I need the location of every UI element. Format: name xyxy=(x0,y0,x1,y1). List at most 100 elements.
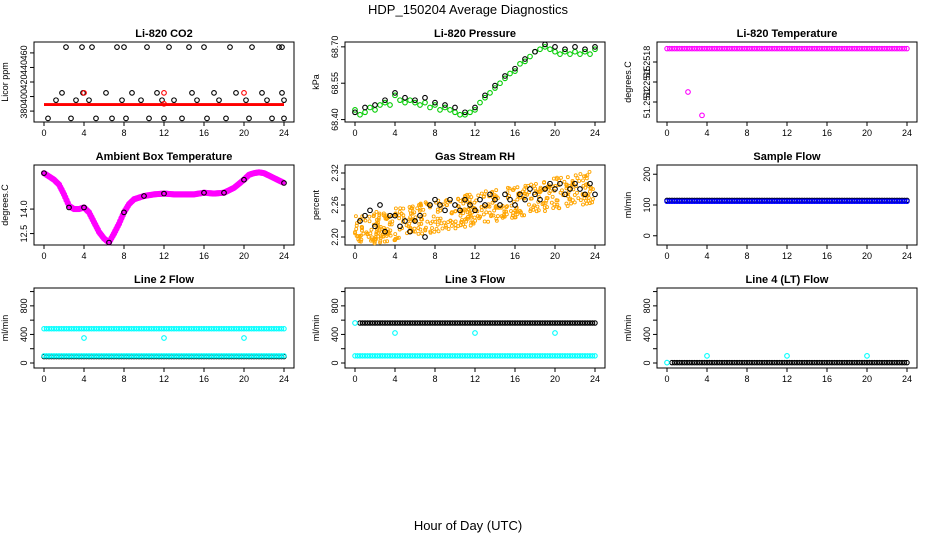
series-black xyxy=(357,180,598,240)
data-point xyxy=(412,320,418,326)
data-point xyxy=(756,359,763,366)
data-point xyxy=(81,353,87,359)
data-point xyxy=(96,353,102,359)
data-point xyxy=(168,353,175,359)
panel-title: Li-820 CO2 xyxy=(135,28,192,40)
data-point xyxy=(263,325,270,332)
data-point xyxy=(567,186,573,192)
data-point xyxy=(68,325,75,332)
data-point xyxy=(428,221,433,226)
data-point xyxy=(537,320,543,326)
data-point xyxy=(592,191,598,198)
data-point xyxy=(387,222,392,227)
series-cyan-outliers xyxy=(81,335,247,341)
data-point xyxy=(679,198,685,205)
data-point xyxy=(736,359,743,366)
data-point xyxy=(374,353,381,359)
data-point xyxy=(469,320,476,326)
data-point xyxy=(432,99,438,106)
data-point xyxy=(278,325,285,332)
data-point xyxy=(440,226,445,231)
data-point xyxy=(839,198,845,205)
data-point xyxy=(411,229,416,234)
data-point xyxy=(549,353,556,359)
x-tick-label: 0 xyxy=(352,128,357,138)
data-point xyxy=(384,353,391,359)
data-point xyxy=(539,353,546,359)
data-point xyxy=(502,353,508,359)
data-point xyxy=(510,187,515,192)
y-tick-label: 68.40 xyxy=(330,108,340,131)
data-point xyxy=(846,359,853,366)
data-point xyxy=(512,68,518,74)
data-point xyxy=(744,359,750,366)
data-point xyxy=(839,45,845,52)
plot-frame xyxy=(656,164,918,246)
data-point xyxy=(241,335,247,341)
data-point xyxy=(557,178,562,183)
data-point xyxy=(781,45,788,52)
data-point xyxy=(709,359,715,366)
data-point xyxy=(389,353,396,359)
data-point xyxy=(704,359,710,366)
data-point xyxy=(891,198,898,205)
data-point xyxy=(472,353,478,359)
data-point xyxy=(444,203,449,208)
data-point xyxy=(567,51,573,57)
data-point xyxy=(392,353,398,359)
data-point xyxy=(93,325,100,332)
y-tick-label: 400 xyxy=(19,89,29,104)
data-point xyxy=(354,353,361,359)
data-point xyxy=(191,353,197,359)
y-tick-label: 420 xyxy=(19,74,29,89)
x-tick-label: 4 xyxy=(704,128,709,138)
data-point xyxy=(412,210,417,215)
data-point xyxy=(542,320,548,326)
data-point xyxy=(41,170,47,177)
data-point xyxy=(699,45,705,52)
data-point xyxy=(567,320,573,326)
data-point xyxy=(864,45,870,52)
data-point xyxy=(415,206,420,211)
data-point xyxy=(487,320,493,326)
data-point xyxy=(223,325,230,332)
data-point xyxy=(423,225,428,230)
data-point xyxy=(453,226,458,231)
data-point xyxy=(213,353,220,359)
panel-6: Sample Flow ml/min 0 4 8 12 16 20 24 0 100 200 xyxy=(623,151,918,261)
data-point xyxy=(769,198,775,205)
data-point xyxy=(216,325,222,332)
data-point xyxy=(884,45,890,52)
data-point xyxy=(849,359,855,366)
data-point xyxy=(821,45,828,52)
data-point xyxy=(372,223,378,230)
data-point xyxy=(572,353,578,359)
data-point xyxy=(352,109,358,116)
data-point xyxy=(258,353,265,359)
y-axis-label: Licor ppm xyxy=(0,62,10,102)
data-point xyxy=(587,180,593,187)
data-point xyxy=(532,353,538,359)
data-point xyxy=(469,195,474,200)
data-point xyxy=(119,97,125,104)
data-point xyxy=(66,353,72,359)
x-tick-label: 12 xyxy=(470,128,480,138)
data-point xyxy=(266,325,272,332)
data-point xyxy=(76,353,82,359)
data-point xyxy=(519,320,526,326)
x-tick-label: 8 xyxy=(744,251,749,261)
x-tick-label: 20 xyxy=(239,374,249,384)
data-point xyxy=(397,223,403,230)
x-tick-label: 16 xyxy=(199,128,209,138)
data-point xyxy=(751,198,758,205)
data-point xyxy=(186,44,192,50)
data-point xyxy=(467,202,473,208)
data-point xyxy=(430,226,434,230)
data-point xyxy=(211,353,217,359)
data-point xyxy=(352,353,358,359)
data-point xyxy=(684,198,690,205)
data-point xyxy=(553,183,558,188)
x-tick-label: 8 xyxy=(432,128,437,138)
panel-title: Ambient Box Temperature xyxy=(96,151,233,163)
data-point xyxy=(377,320,383,326)
